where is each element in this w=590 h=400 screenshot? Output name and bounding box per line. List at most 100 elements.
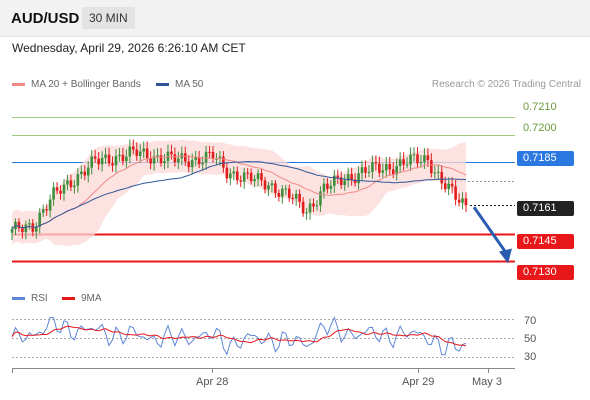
candle-body (464, 198, 468, 206)
candle (426, 148, 430, 167)
candle-body (353, 179, 357, 184)
legend-rsi-label: RSI (31, 293, 48, 304)
candle (371, 155, 374, 179)
candle-body (364, 167, 367, 173)
ma9-swatch (62, 297, 75, 300)
candle (114, 149, 118, 173)
candle-body (253, 179, 256, 182)
candle (322, 178, 326, 199)
legend-9ma: 9MA (62, 293, 102, 304)
candle (10, 225, 14, 240)
candle (350, 167, 353, 186)
candle (121, 147, 125, 166)
chart-header: AUD/USD 30 MIN (0, 0, 590, 37)
candle (277, 189, 281, 202)
candle (229, 168, 232, 186)
candle-body (107, 154, 111, 164)
candle-body (298, 193, 301, 202)
candle-body (59, 190, 62, 194)
time-axis (12, 368, 515, 373)
candle (343, 174, 347, 191)
candle-body (83, 171, 87, 176)
candle (225, 162, 229, 183)
candle-body (156, 155, 159, 157)
candle-body (412, 154, 416, 156)
candle-body (208, 151, 211, 153)
candle-body (388, 164, 392, 170)
candle-body (138, 151, 142, 156)
candle-body (41, 209, 45, 213)
candle (391, 162, 395, 179)
candle-body (374, 162, 378, 164)
candle-body (326, 183, 329, 189)
candle-body (402, 159, 405, 165)
candle-body (329, 185, 333, 189)
candle-body (454, 186, 457, 200)
candle (100, 151, 104, 172)
candle (284, 184, 288, 196)
candle (66, 174, 69, 191)
forecast-arrow-head (499, 248, 512, 264)
candle-body (131, 146, 135, 150)
candle (336, 169, 340, 184)
candle (34, 222, 38, 239)
candle-body (284, 188, 288, 190)
candle-body (450, 183, 454, 187)
candle-body (291, 197, 295, 199)
candle-body (183, 153, 187, 162)
candle-body (409, 154, 412, 165)
candle (405, 157, 409, 169)
candle (436, 165, 440, 180)
candle-body (93, 156, 97, 159)
candle-body (73, 185, 76, 188)
candle (270, 180, 274, 193)
candle (430, 153, 433, 178)
candle (298, 189, 301, 208)
candle (353, 173, 357, 187)
rsi-ma9-line (11, 325, 467, 347)
candle-body (215, 158, 218, 160)
candle (454, 179, 457, 206)
candle (364, 160, 367, 178)
candle (450, 177, 454, 194)
candle-body (145, 148, 149, 159)
candle-body (197, 157, 201, 165)
candle (464, 192, 468, 213)
candle (170, 144, 173, 160)
x-tick-apr28: Apr 28 (196, 376, 229, 388)
candle (312, 198, 315, 212)
candle (305, 207, 308, 220)
candle-body (260, 173, 263, 181)
candle (80, 165, 83, 179)
candle (55, 182, 59, 195)
candle (339, 171, 343, 189)
timeframe-button[interactable]: 30 MIN (82, 7, 135, 29)
candle-body (433, 172, 437, 174)
candle (163, 153, 166, 170)
rsi-line (11, 316, 467, 356)
candle (86, 161, 90, 183)
ma50-swatch (156, 83, 169, 86)
candle (326, 178, 329, 194)
candle-body (294, 193, 298, 199)
candle-body (384, 164, 388, 171)
candle (211, 146, 215, 163)
candle-body (173, 154, 177, 163)
candle (194, 150, 197, 167)
candle-body (360, 167, 364, 174)
candle-body (190, 159, 194, 168)
candle-body (277, 192, 281, 197)
candle-body (21, 228, 24, 233)
candle-body (308, 203, 312, 213)
candle (249, 168, 253, 185)
candle (48, 194, 52, 218)
candle (17, 218, 21, 232)
candle (267, 181, 270, 197)
candle-body (333, 175, 336, 186)
candle (131, 139, 135, 155)
candle-body (447, 183, 450, 190)
candle (319, 186, 322, 213)
candle (360, 160, 364, 181)
candle (329, 180, 333, 194)
candle (457, 193, 461, 207)
